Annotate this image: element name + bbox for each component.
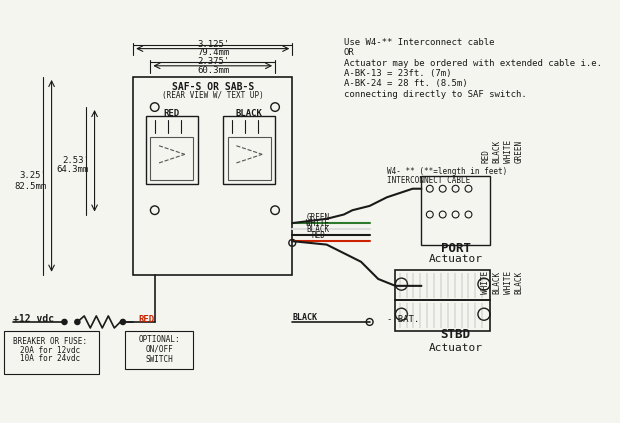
Bar (396, 300, 490, 330)
Text: BLACK: BLACK (492, 270, 502, 294)
Text: WHITE: WHITE (503, 140, 513, 163)
Text: RED: RED (481, 149, 490, 163)
Text: A-BK-13 = 23ft. (7m): A-BK-13 = 23ft. (7m) (344, 69, 451, 78)
Bar (151, 137, 193, 180)
Text: +12 vdc: +12 vdc (13, 314, 54, 324)
Text: BLACK: BLACK (236, 109, 263, 118)
Text: A-BK-24 = 28 ft. (8.5m): A-BK-24 = 28 ft. (8.5m) (344, 80, 467, 88)
Text: RED: RED (311, 231, 325, 241)
Circle shape (62, 319, 67, 324)
Bar (125, 330, 193, 369)
Text: Actuator: Actuator (428, 343, 482, 353)
Text: 2.53': 2.53' (62, 156, 89, 165)
Text: RED: RED (164, 109, 180, 118)
Text: WHITE: WHITE (306, 220, 330, 228)
Circle shape (75, 319, 80, 324)
Text: BREAKER OR FUSE:: BREAKER OR FUSE: (13, 337, 87, 346)
Text: WHITE: WHITE (503, 270, 513, 294)
Text: (REAR VIEW W/ TEXT UP): (REAR VIEW W/ TEXT UP) (162, 91, 264, 100)
Text: OR: OR (344, 48, 355, 58)
Bar (4, 330, 99, 374)
Text: OPTIONAL:: OPTIONAL: (138, 335, 180, 343)
Text: 2.375': 2.375' (197, 57, 229, 66)
Text: BLACK: BLACK (306, 225, 330, 234)
Text: connecting directly to SAF switch.: connecting directly to SAF switch. (344, 90, 526, 99)
Text: WHITE: WHITE (481, 270, 490, 294)
Text: 10A for 24vdc: 10A for 24vdc (20, 354, 80, 363)
Bar (396, 270, 490, 300)
Text: SWITCH: SWITCH (145, 355, 173, 364)
Text: ON/OFF: ON/OFF (145, 345, 173, 354)
Text: 3.25': 3.25' (19, 171, 46, 180)
Text: SAF-S OR SAB-S: SAF-S OR SAB-S (172, 82, 254, 92)
Text: BLACK: BLACK (292, 313, 317, 322)
Text: PORT: PORT (441, 242, 471, 255)
Text: BLACK: BLACK (515, 270, 524, 294)
Bar (228, 137, 271, 180)
Bar (146, 115, 198, 184)
Text: GREEN: GREEN (515, 140, 524, 163)
Text: BLACK: BLACK (492, 140, 502, 163)
Text: Actuator: Actuator (428, 254, 482, 264)
Text: INTERCONNECT CABLE: INTERCONNECT CABLE (387, 176, 470, 184)
Text: 64.3mm: 64.3mm (56, 165, 88, 174)
Text: 60.3mm: 60.3mm (197, 66, 229, 74)
Text: 20A for 12vdc: 20A for 12vdc (20, 346, 80, 355)
Text: W4- ** (**=length in feet): W4- ** (**=length in feet) (387, 167, 507, 176)
Text: RED: RED (138, 315, 154, 324)
Text: 3.125': 3.125' (197, 40, 229, 49)
Text: Use W4-** Interconnect cable: Use W4-** Interconnect cable (344, 38, 494, 47)
Text: GREEN: GREEN (306, 214, 330, 222)
Text: STBD: STBD (441, 328, 471, 341)
Bar (133, 77, 292, 275)
Bar (223, 115, 275, 184)
Bar (421, 176, 490, 244)
Text: 79.4mm: 79.4mm (197, 48, 229, 58)
Text: 82.5mm: 82.5mm (14, 181, 46, 191)
Text: - BAT.: - BAT. (387, 315, 419, 324)
Circle shape (120, 319, 125, 324)
Text: Actuator may be ordered with extended cable i.e.: Actuator may be ordered with extended ca… (344, 59, 602, 68)
